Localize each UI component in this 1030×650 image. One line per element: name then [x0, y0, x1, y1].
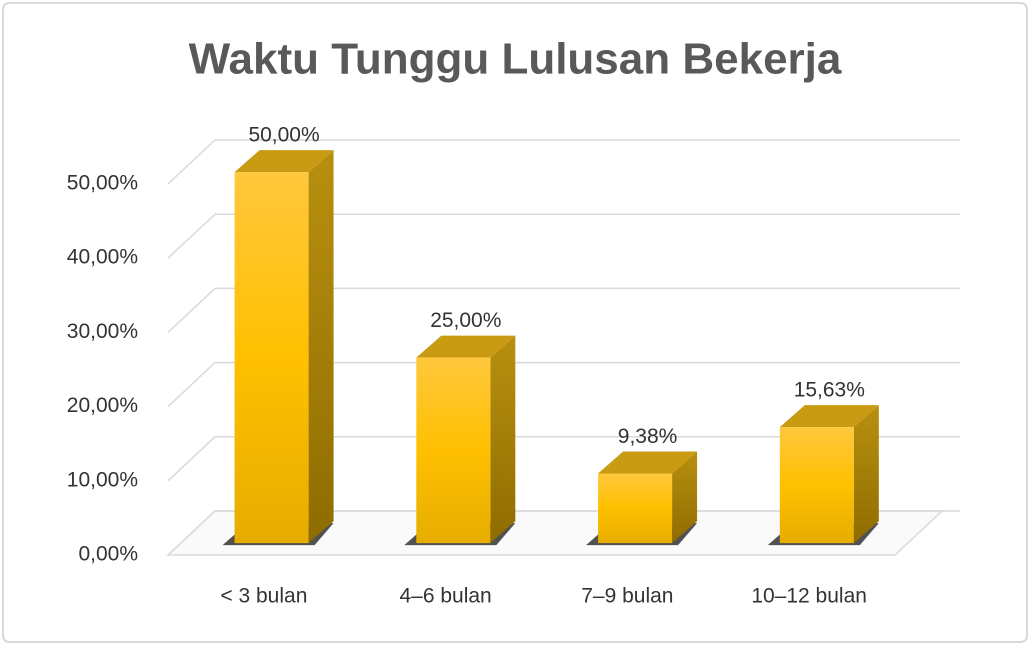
value-label: 50,00% [248, 124, 319, 147]
value-label: 15,63% [794, 379, 865, 402]
bar [234, 150, 334, 544]
bar-side [853, 405, 879, 544]
bar-side [672, 451, 698, 544]
x-tick-label: 4–6 bulan [399, 585, 491, 608]
y-tick-label: 20,00% [67, 394, 138, 417]
bar-top [416, 335, 516, 358]
value-label: 25,00% [430, 309, 501, 332]
y-tick-label: 50,00% [67, 172, 138, 195]
value-label: 9,38% [618, 425, 678, 448]
x-tick-label: < 3 bulan [220, 585, 307, 608]
chart-title: Waktu Tunggu Lulusan Bekerja [189, 35, 842, 84]
bar-top [234, 150, 334, 173]
grid-line [167, 139, 960, 185]
bar-side [490, 335, 516, 544]
bar-top [598, 451, 698, 474]
x-tick-label: 7–9 bulan [581, 585, 673, 608]
x-tick-label: 10–12 bulan [751, 585, 867, 608]
grid-line [167, 436, 960, 482]
bar [598, 451, 698, 544]
y-tick-label: 10,00% [67, 468, 138, 491]
grid-line [167, 213, 960, 259]
bar [779, 405, 879, 544]
grid-line [167, 361, 960, 408]
y-tick-label: 0,00% [78, 543, 138, 566]
bar-front [779, 427, 854, 544]
grid-line [167, 510, 960, 556]
bar [416, 335, 516, 544]
bar-front [416, 357, 491, 544]
bar-top [779, 405, 879, 428]
y-tick-label: 40,00% [67, 246, 138, 269]
bar-side [308, 150, 334, 544]
bar-front [234, 172, 309, 544]
grid-line [167, 287, 960, 333]
bar-front [598, 473, 673, 544]
y-tick-label: 30,00% [67, 320, 138, 343]
